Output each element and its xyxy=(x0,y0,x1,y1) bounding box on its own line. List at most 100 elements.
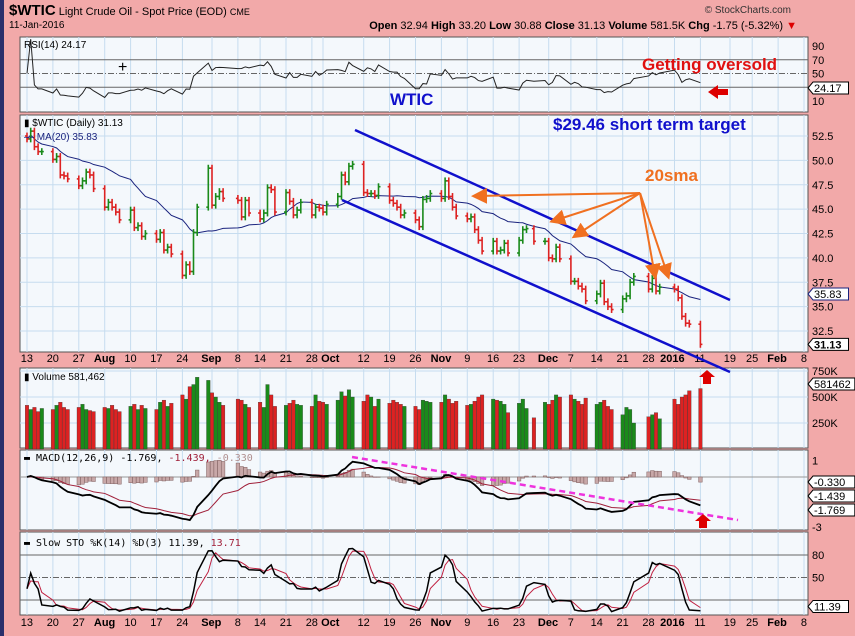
volume-bar xyxy=(343,395,348,450)
macd-histogram-bar xyxy=(258,471,263,478)
macd-histogram-bar xyxy=(598,476,603,482)
macd-histogram-bar xyxy=(576,476,581,483)
volume-bar xyxy=(683,394,688,450)
macd-histogram-bar xyxy=(602,476,607,482)
volume-bar xyxy=(184,398,189,450)
macd-value-tag-text: -1.769 xyxy=(814,505,845,517)
price-bar xyxy=(50,148,55,163)
close-value-tag: 31.13 xyxy=(807,337,849,351)
ma-value-tag: 35.83 xyxy=(807,287,849,301)
volume-bar xyxy=(309,406,314,450)
macd-histogram-bar xyxy=(191,476,196,478)
volume-bar xyxy=(594,404,599,450)
volume-bar xyxy=(605,406,610,450)
price-bar xyxy=(143,230,148,240)
macd-histogram-bar xyxy=(80,476,85,485)
volume-bar xyxy=(472,401,477,450)
volume-bar xyxy=(417,409,422,450)
price-bar xyxy=(180,250,185,279)
volume-bar xyxy=(287,403,292,450)
price-bar xyxy=(520,226,525,244)
price-bar xyxy=(420,195,425,231)
volume-bar xyxy=(520,398,525,450)
macd-histogram-bar xyxy=(117,476,122,485)
rsi-tick-label: 50 xyxy=(812,69,824,81)
macd-value-tag: -0.330 xyxy=(807,475,855,489)
macd-value-tag-text: -1.439 xyxy=(814,491,845,503)
price-bar xyxy=(258,209,263,223)
macd-histogram-bar xyxy=(184,476,189,482)
price-bar xyxy=(265,184,270,217)
volume-bar xyxy=(165,406,170,450)
macd-histogram-bar xyxy=(683,476,688,479)
volume-tick-label: 750K xyxy=(812,366,838,378)
sto-k-line xyxy=(26,547,701,613)
price-bar xyxy=(139,222,144,240)
volume-bar xyxy=(469,404,473,450)
price-bar xyxy=(58,153,63,179)
price-bar xyxy=(317,203,322,212)
rsi-tick-label: 70 xyxy=(812,55,824,67)
low-value: 30.88 xyxy=(514,20,542,32)
volume-bar xyxy=(646,416,651,450)
x-tick-label: 2016 xyxy=(660,353,684,365)
price-bar xyxy=(191,229,196,275)
price-bar xyxy=(287,189,292,205)
x-tick-label: 8 xyxy=(235,353,241,365)
price-bar xyxy=(605,298,610,311)
volume-bar xyxy=(269,394,274,450)
rsi-legend: RSI(14) 24.17 xyxy=(24,40,87,51)
volume-bar xyxy=(32,407,37,450)
sto-tick-label: 80 xyxy=(812,550,824,562)
volume-bar xyxy=(679,396,684,450)
price-bar xyxy=(424,194,429,203)
macd-histogram-bar xyxy=(128,476,133,483)
price-legend: ▮ $WTIC (Daily) 31.13 xyxy=(24,118,123,129)
volume-bar xyxy=(361,401,366,450)
x-tick-label-bottom: 19 xyxy=(383,617,395,629)
macd-histogram-bar xyxy=(143,476,148,483)
sto-value-tag-text: 11.39 xyxy=(814,601,841,613)
volume-bar xyxy=(143,408,148,450)
sto-value-tag-box xyxy=(807,599,849,613)
x-tick-label-bottom: 10 xyxy=(124,617,136,629)
volume-legend: ▮ Volume 581,462 xyxy=(24,372,105,383)
macd-panel xyxy=(19,449,809,531)
volume-bar xyxy=(195,377,200,450)
price-bar xyxy=(324,200,329,216)
volume-bar xyxy=(87,410,92,450)
chart-title: $WTIC Light Crude Oil - Spot Price (EOD)… xyxy=(9,2,250,19)
volume-bar xyxy=(391,399,396,450)
x-tick-label: 7 xyxy=(568,353,574,365)
volume-bar xyxy=(576,401,581,450)
volume-bar xyxy=(187,386,192,450)
price-bar xyxy=(269,184,274,194)
volume-bar xyxy=(128,406,133,450)
price-tick-label: 52.5 xyxy=(812,131,833,143)
price-bar xyxy=(106,198,111,211)
price-bar xyxy=(284,189,288,216)
x-tick-label-bottom: 8 xyxy=(235,617,241,629)
price-bar xyxy=(676,285,681,302)
price-bar xyxy=(679,294,684,320)
quote-summary: Open 32.94 High 33.20 Low 30.88 Close 31… xyxy=(369,20,797,32)
volume-bar xyxy=(531,417,536,450)
x-tick-label: 8 xyxy=(801,353,807,365)
price-bar xyxy=(154,230,159,243)
annotation-20sma: 20sma xyxy=(645,166,698,185)
price-bar xyxy=(102,185,107,211)
price-bar xyxy=(550,254,555,263)
volume-bar xyxy=(258,402,263,450)
price-bar xyxy=(546,237,551,262)
ma20-line xyxy=(26,134,701,300)
rsi-value-tag-box xyxy=(807,81,849,95)
volume-bar xyxy=(346,389,351,450)
volume-bar xyxy=(295,404,300,450)
x-tick-label-bottom: 19 xyxy=(724,617,736,629)
macd-histogram-bar xyxy=(672,471,677,478)
volume-bar xyxy=(365,394,370,450)
price-bar xyxy=(602,279,607,306)
x-tick-label: 19 xyxy=(724,353,736,365)
macd-histogram-bar xyxy=(676,472,681,478)
